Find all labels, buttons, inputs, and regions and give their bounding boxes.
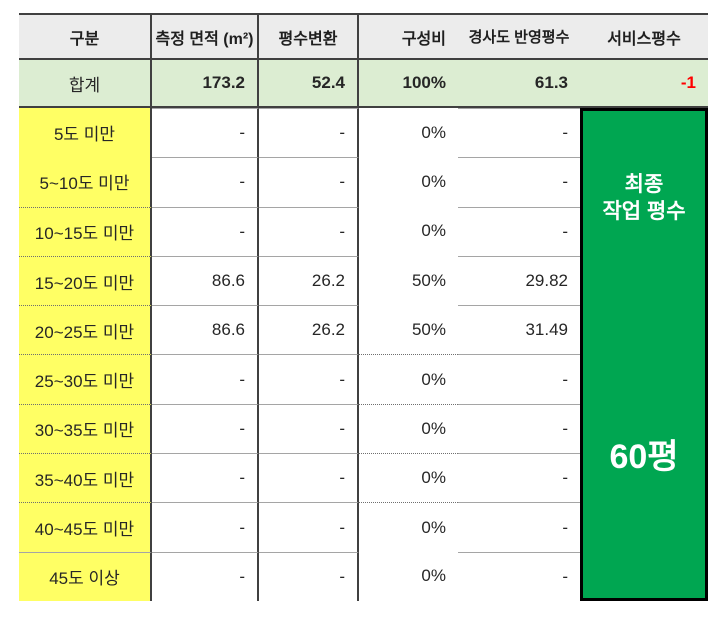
category-cell[interactable]: 40~45도 미만 [19, 502, 152, 552]
total-cell-service[interactable]: -1 [580, 60, 708, 108]
header-cell-slope[interactable]: 경사도 반영평수 [458, 13, 580, 60]
pyeong-cell[interactable]: - [259, 502, 359, 552]
category-cell[interactable]: 35~40도 미만 [19, 453, 152, 503]
slope-cell[interactable]: - [458, 403, 580, 453]
pyeong-cell[interactable]: - [259, 206, 359, 256]
category-cell[interactable]: 10~15도 미만 [19, 206, 152, 256]
area-cell[interactable]: 86.6 [152, 305, 259, 355]
header-cell-area[interactable]: 측정 면적 (m²) [152, 13, 259, 60]
ratio-cell[interactable]: 50% [411, 319, 446, 339]
area-cell[interactable]: - [152, 551, 259, 601]
ratio-cell[interactable]: 0% [359, 502, 458, 551]
category-cell[interactable]: 15~20도 미만 [19, 255, 152, 306]
area-cell[interactable]: 86.6 [152, 255, 259, 306]
ratio-cell[interactable]: 50% [411, 270, 446, 290]
area-cell[interactable]: - [152, 403, 259, 454]
area-cell[interactable]: - [152, 354, 259, 404]
header-cell-ratio[interactable]: 구성비 [359, 13, 458, 60]
pyeong-cell[interactable]: - [259, 157, 359, 207]
pyeong-cell[interactable]: 26.2 [259, 255, 359, 306]
total-cell-slope[interactable]: 61.3 [458, 60, 580, 108]
slope-cell[interactable]: 29.82 [458, 255, 580, 305]
slope-cell[interactable]: - [458, 502, 580, 551]
total-cell-category[interactable]: 합계 [19, 60, 152, 108]
pyeong-cell[interactable]: - [259, 108, 359, 158]
pyeong-cell[interactable]: - [259, 453, 359, 503]
ratio-cell[interactable]: 0% [359, 354, 458, 403]
ratio-cell[interactable]: 0% [359, 403, 458, 453]
area-cell[interactable]: - [152, 502, 259, 552]
final-pyeong-title-line1: 최종 [624, 173, 664, 196]
total-cell-area[interactable]: 173.2 [152, 60, 259, 108]
ratio-cell[interactable]: 0% [359, 453, 458, 502]
header-cell-category[interactable]: 구분 [19, 13, 152, 60]
slope-cell[interactable]: - [458, 551, 580, 601]
final-pyeong-title-line2: 작업 평수 [602, 200, 686, 224]
slope-cell[interactable]: - [458, 354, 580, 403]
final-pyeong-title: 최종 작업 평수 [583, 171, 705, 226]
area-cell[interactable]: - [152, 157, 259, 207]
total-cell-ratio[interactable]: 100% [359, 60, 458, 108]
area-cell[interactable]: - [152, 453, 259, 503]
slope-cell[interactable]: - [458, 108, 580, 157]
category-cell[interactable]: 5도 미만 [19, 108, 152, 158]
slope-cell[interactable]: 31.49 [458, 305, 580, 354]
category-cell[interactable]: 30~35도 미만 [19, 403, 152, 454]
category-cell[interactable]: 5~10도 미만 [19, 157, 152, 207]
ratio-cell[interactable]: 0% [421, 122, 446, 142]
area-cell[interactable]: - [152, 108, 259, 158]
header-cell-pyeong[interactable]: 평수변환 [259, 13, 359, 60]
ratio-cell[interactable]: 0% [421, 566, 446, 586]
category-cell[interactable]: 45도 이상 [19, 551, 152, 601]
header-cell-service[interactable]: 서비스평수 [580, 13, 708, 60]
slope-cell[interactable]: - [458, 206, 580, 256]
slope-cell[interactable]: - [458, 453, 580, 502]
pyeong-cell[interactable]: - [259, 403, 359, 454]
pyeong-cell[interactable]: - [259, 354, 359, 404]
pyeong-cell[interactable]: 26.2 [259, 305, 359, 355]
pyeong-cell[interactable]: - [259, 551, 359, 601]
category-cell[interactable]: 25~30도 미만 [19, 354, 152, 404]
final-pyeong-value: 60평 [609, 438, 679, 476]
slope-area-table: 구분 측정 면적 (m²) 평수변환 구성비 경사도 반영평수 서비스평수 합계… [19, 13, 708, 601]
final-pyeong-panel[interactable]: 최종 작업 평수 60평 [580, 108, 708, 601]
total-cell-pyeong[interactable]: 52.4 [259, 60, 359, 108]
ratio-cell[interactable]: 0% [421, 221, 446, 241]
slope-cell[interactable]: - [458, 157, 580, 206]
ratio-cell[interactable]: 0% [421, 171, 446, 191]
area-cell[interactable]: - [152, 206, 259, 256]
category-cell[interactable]: 20~25도 미만 [19, 305, 152, 355]
